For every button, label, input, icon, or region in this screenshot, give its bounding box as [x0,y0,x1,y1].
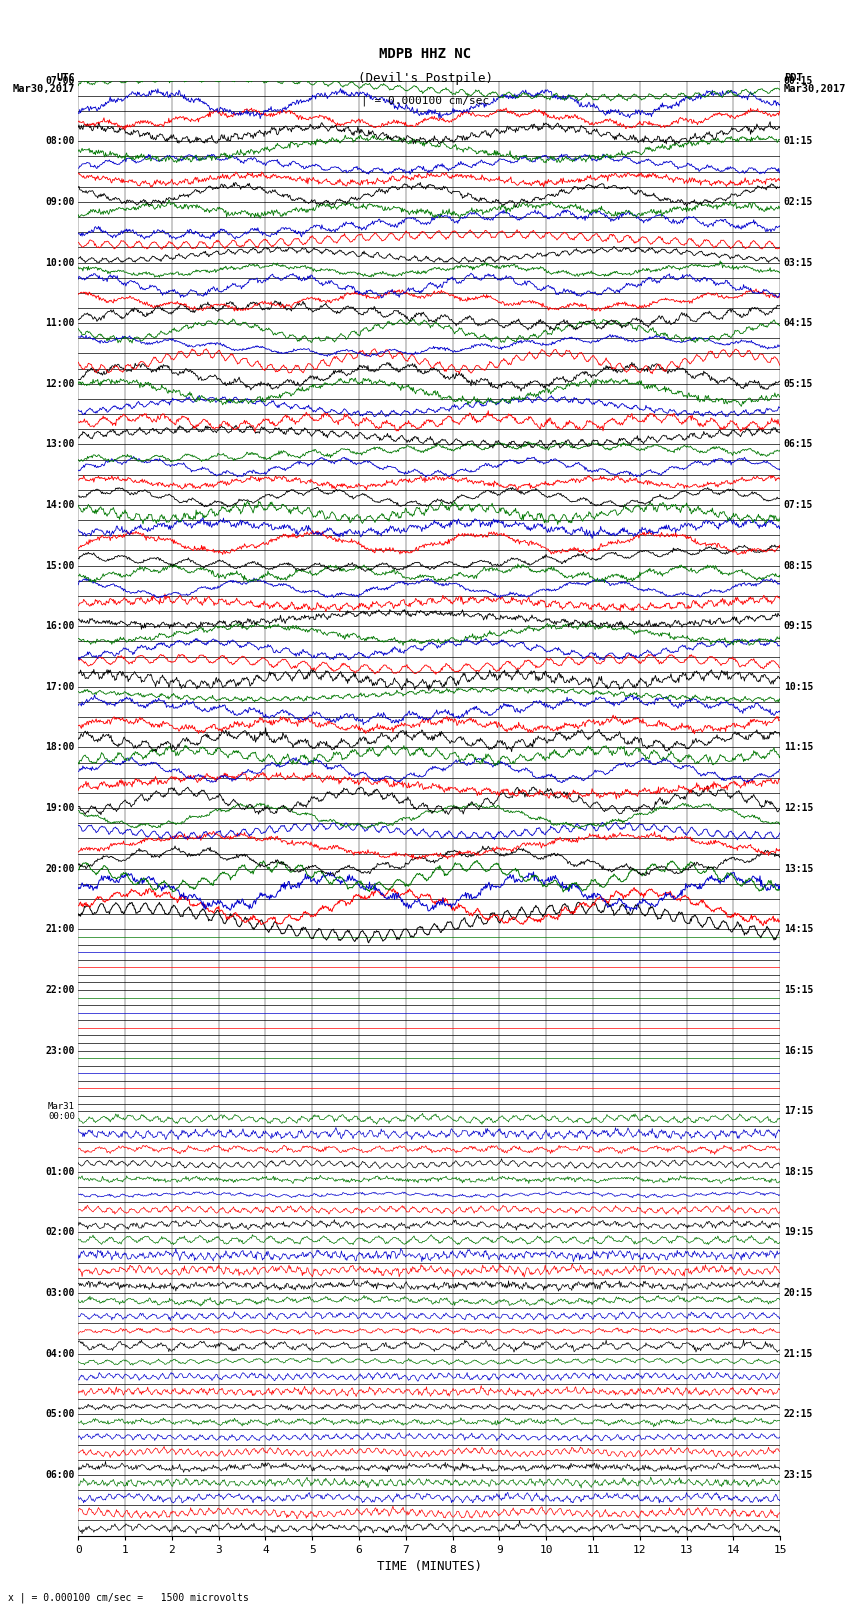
Text: 08:00: 08:00 [45,135,75,147]
Text: 22:00: 22:00 [45,986,75,995]
Text: 06:00: 06:00 [45,1469,75,1481]
Text: 23:00: 23:00 [45,1045,75,1055]
Text: 04:15: 04:15 [784,318,813,327]
Text: 09:00: 09:00 [45,197,75,206]
Text: 05:00: 05:00 [45,1410,75,1419]
Text: MDPB HHZ NC: MDPB HHZ NC [379,47,471,61]
Text: 08:15: 08:15 [784,561,813,571]
Text: 14:00: 14:00 [45,500,75,510]
Text: 03:00: 03:00 [45,1289,75,1298]
Text: 10:00: 10:00 [45,258,75,268]
Text: 20:00: 20:00 [45,863,75,874]
Text: 18:00: 18:00 [45,742,75,753]
Text: 19:00: 19:00 [45,803,75,813]
Text: 22:15: 22:15 [784,1410,813,1419]
Text: Mar31: Mar31 [48,1102,75,1111]
Text: UTC
Mar30,2017: UTC Mar30,2017 [12,73,75,94]
Text: 09:15: 09:15 [784,621,813,631]
Text: 16:00: 16:00 [45,621,75,631]
Text: 21:00: 21:00 [45,924,75,934]
Text: 11:15: 11:15 [784,742,813,753]
Text: 19:15: 19:15 [784,1227,813,1237]
Text: 23:15: 23:15 [784,1469,813,1481]
Text: 07:00: 07:00 [45,76,75,85]
Text: 10:15: 10:15 [784,682,813,692]
Text: 13:15: 13:15 [784,863,813,874]
Text: 17:15: 17:15 [784,1107,813,1116]
Text: | = 0.000100 cm/sec: | = 0.000100 cm/sec [361,95,489,106]
Text: 05:15: 05:15 [784,379,813,389]
Text: 11:00: 11:00 [45,318,75,327]
Text: 01:00: 01:00 [45,1166,75,1177]
Text: 15:00: 15:00 [45,561,75,571]
Text: 12:00: 12:00 [45,379,75,389]
Text: 16:15: 16:15 [784,1045,813,1055]
Text: 06:15: 06:15 [784,439,813,450]
Text: 04:00: 04:00 [45,1348,75,1358]
Text: 03:15: 03:15 [784,258,813,268]
Text: (Devil's Postpile): (Devil's Postpile) [358,73,492,85]
Text: 13:00: 13:00 [45,439,75,450]
Text: 14:15: 14:15 [784,924,813,934]
Text: 18:15: 18:15 [784,1166,813,1177]
Text: PDT
Mar30,2017: PDT Mar30,2017 [784,73,847,94]
Text: 20:15: 20:15 [784,1289,813,1298]
Text: 15:15: 15:15 [784,986,813,995]
Text: 21:15: 21:15 [784,1348,813,1358]
Text: 00:15: 00:15 [784,76,813,85]
Text: 17:00: 17:00 [45,682,75,692]
Text: 02:00: 02:00 [45,1227,75,1237]
X-axis label: TIME (MINUTES): TIME (MINUTES) [377,1560,482,1573]
Text: 02:15: 02:15 [784,197,813,206]
Text: 00:00: 00:00 [48,1111,75,1121]
Text: 01:15: 01:15 [784,135,813,147]
Text: x | = 0.000100 cm/sec =   1500 microvolts: x | = 0.000100 cm/sec = 1500 microvolts [8,1592,249,1603]
Text: 07:15: 07:15 [784,500,813,510]
Text: 12:15: 12:15 [784,803,813,813]
